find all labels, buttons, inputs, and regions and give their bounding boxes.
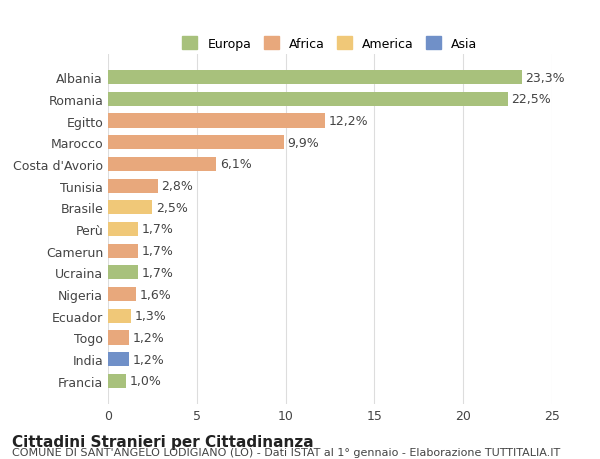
- Text: 1,7%: 1,7%: [142, 266, 173, 279]
- Text: 12,2%: 12,2%: [328, 115, 368, 128]
- Bar: [108, 309, 131, 323]
- Bar: [108, 201, 152, 215]
- Bar: [108, 374, 126, 388]
- Bar: [108, 223, 138, 236]
- Text: 1,7%: 1,7%: [142, 223, 173, 236]
- Bar: [108, 157, 217, 172]
- Bar: [108, 114, 325, 129]
- Text: 1,7%: 1,7%: [142, 245, 173, 257]
- Text: COMUNE DI SANT'ANGELO LODIGIANO (LO) - Dati ISTAT al 1° gennaio - Elaborazione T: COMUNE DI SANT'ANGELO LODIGIANO (LO) - D…: [12, 448, 560, 458]
- Bar: [108, 287, 136, 302]
- Text: Cittadini Stranieri per Cittadinanza: Cittadini Stranieri per Cittadinanza: [12, 434, 314, 449]
- Text: 1,6%: 1,6%: [140, 288, 172, 301]
- Bar: [108, 266, 138, 280]
- Text: 2,8%: 2,8%: [161, 180, 193, 193]
- Text: 6,1%: 6,1%: [220, 158, 251, 171]
- Text: 1,3%: 1,3%: [134, 310, 166, 323]
- Bar: [108, 136, 284, 150]
- Bar: [108, 71, 522, 85]
- Text: 1,2%: 1,2%: [133, 353, 164, 366]
- Bar: [108, 93, 508, 106]
- Bar: [108, 179, 158, 193]
- Text: 23,3%: 23,3%: [526, 72, 565, 84]
- Text: 22,5%: 22,5%: [511, 93, 551, 106]
- Bar: [108, 353, 130, 366]
- Legend: Europa, Africa, America, Asia: Europa, Africa, America, Asia: [179, 34, 481, 55]
- Bar: [108, 244, 138, 258]
- Text: 1,0%: 1,0%: [130, 375, 161, 387]
- Text: 2,5%: 2,5%: [156, 202, 188, 214]
- Bar: [108, 330, 130, 345]
- Text: 1,2%: 1,2%: [133, 331, 164, 344]
- Text: 9,9%: 9,9%: [287, 136, 319, 149]
